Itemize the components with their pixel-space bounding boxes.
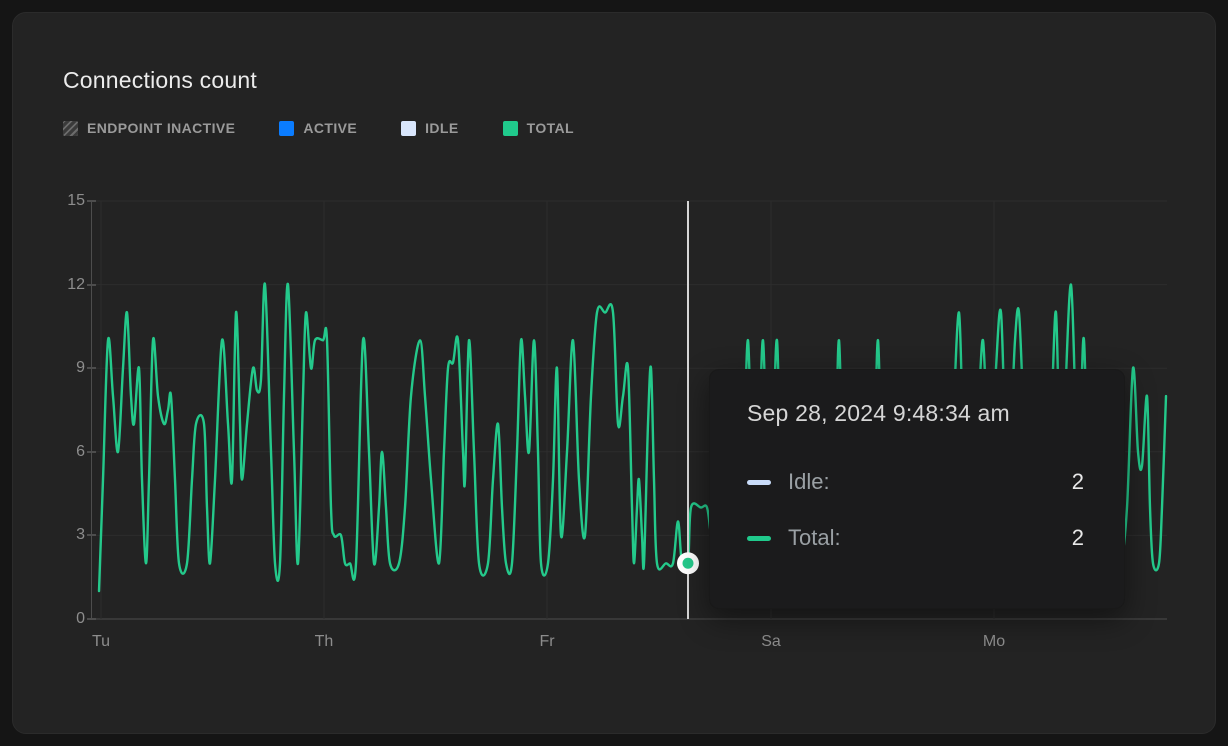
tooltip-row-label: Total: bbox=[788, 525, 841, 550]
idle-swatch-icon bbox=[401, 120, 417, 136]
legend-item-active[interactable]: ACTIVE bbox=[279, 120, 357, 136]
y-tick-label: 12 bbox=[67, 275, 85, 293]
total-swatch-icon bbox=[502, 120, 518, 136]
y-tick-mark bbox=[87, 283, 96, 286]
active-swatch-icon bbox=[279, 120, 295, 136]
chart-legend: ENDPOINT INACTIVE ACTIVE IDLE TOTAL bbox=[63, 120, 574, 136]
tooltip-row-label: Idle: bbox=[788, 469, 830, 494]
tooltip-row-idle: Idle: 2 bbox=[747, 469, 1084, 495]
x-tick-label: Tu bbox=[91, 633, 111, 650]
legend-label: ENDPOINT INACTIVE bbox=[87, 120, 236, 136]
tooltip-row-value: 2 bbox=[1071, 469, 1084, 494]
tooltip-row-total: Total: 2 bbox=[747, 525, 1084, 551]
tooltip-row-value: 2 bbox=[1071, 525, 1084, 550]
y-tick-label: 3 bbox=[76, 526, 85, 544]
y-tick-mark bbox=[87, 367, 96, 370]
chart-title: Connections count bbox=[63, 67, 257, 93]
y-tick-label: 6 bbox=[76, 442, 85, 460]
idle-series-dash-icon bbox=[747, 479, 771, 485]
y-tick-label: 0 bbox=[76, 610, 85, 627]
y-tick-mark bbox=[87, 618, 96, 620]
y-tick-mark bbox=[87, 200, 96, 202]
x-tick-label: Sa bbox=[761, 633, 781, 650]
x-tick-label: Mo bbox=[982, 633, 1006, 650]
legend-label: IDLE bbox=[425, 120, 459, 136]
x-tick-label: Fr bbox=[539, 633, 555, 650]
y-tick-label: 9 bbox=[76, 359, 85, 377]
legend-label: TOTAL bbox=[526, 120, 574, 136]
y-tick-mark bbox=[87, 450, 96, 453]
chart-tooltip: Sep 28, 2024 9:48:34 am Idle: 2 Total: 2 bbox=[709, 369, 1125, 609]
x-tick-label: Th bbox=[314, 633, 334, 650]
legend-item-total[interactable]: TOTAL bbox=[502, 120, 574, 136]
legend-label: ACTIVE bbox=[303, 120, 358, 136]
y-tick-label: 15 bbox=[67, 192, 85, 209]
y-tick-mark bbox=[87, 534, 96, 537]
tooltip-timestamp: Sep 28, 2024 9:48:34 am bbox=[747, 400, 1010, 426]
endpoint-inactive-hatch-swatch-icon bbox=[63, 120, 78, 136]
legend-item-idle[interactable]: IDLE bbox=[401, 120, 459, 136]
hover-marker-dot bbox=[682, 557, 694, 569]
chart-card: Connections count ENDPOINT INACTIVE ACTI… bbox=[12, 12, 1216, 734]
total-series-dash-icon bbox=[747, 535, 771, 541]
legend-item-endpoint-inactive[interactable]: ENDPOINT INACTIVE bbox=[63, 120, 235, 136]
